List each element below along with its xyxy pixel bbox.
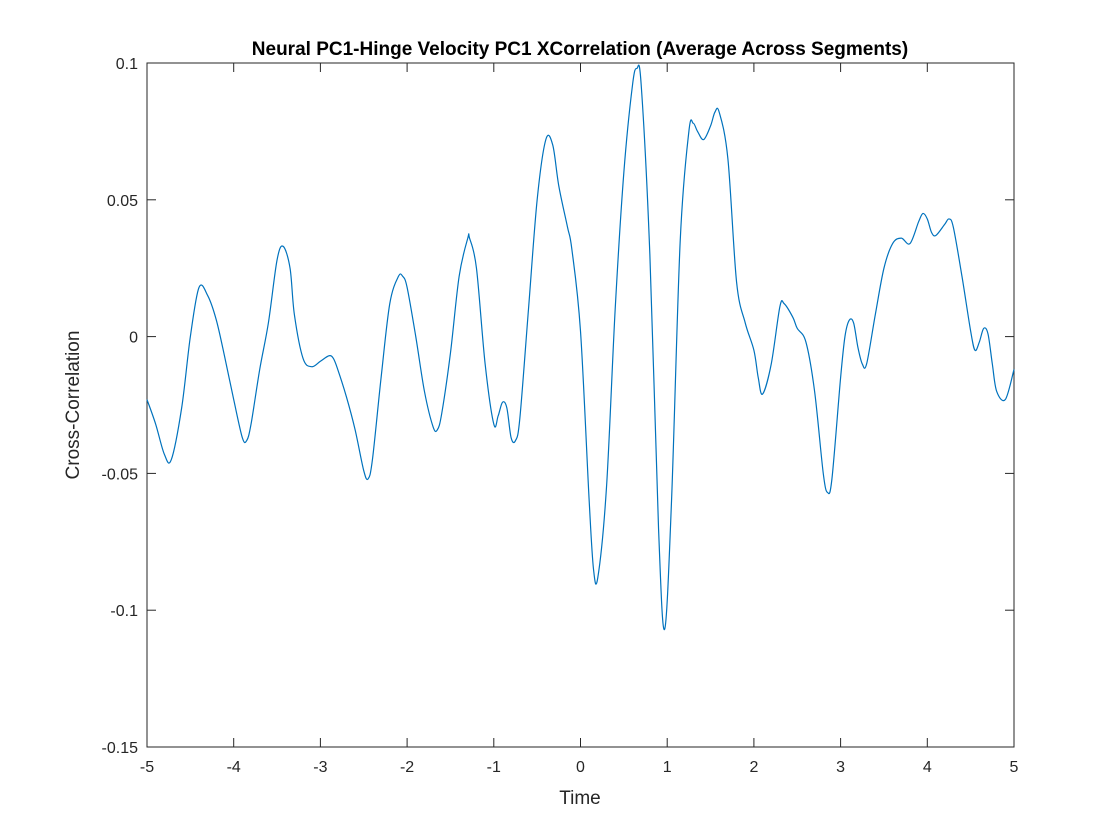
- chart-title: Neural PC1-Hinge Velocity PC1 XCorrelati…: [252, 39, 908, 60]
- y-tick-label: 0.05: [107, 193, 138, 210]
- x-tick-label: -4: [227, 759, 241, 776]
- x-tick-label: 0: [576, 759, 585, 776]
- x-tick-label: 1: [663, 759, 672, 776]
- x-tick-label: 3: [836, 759, 845, 776]
- y-axis-label: Cross-Correlation: [63, 331, 84, 480]
- x-tick-label: 4: [923, 759, 932, 776]
- x-tick-label: -1: [487, 759, 501, 776]
- plot-area: -5 -4 -3 -2 -1 0 1 2 3 4 5 -0.15 -0.1 -0.05 0 0.05 0.1: [102, 56, 1019, 776]
- x-tick-label: -5: [140, 759, 154, 776]
- x-tick-label: -2: [400, 759, 414, 776]
- y-tick-label: 0.1: [116, 56, 138, 73]
- y-tick-label: -0.05: [102, 466, 139, 483]
- x-tick-label: -3: [313, 759, 327, 776]
- x-tick-label: 5: [1010, 759, 1019, 776]
- y-tick-label: -0.15: [102, 740, 139, 757]
- axes-box: [146, 62, 1015, 748]
- x-tick-label: 2: [749, 759, 758, 776]
- y-tick-label: -0.1: [110, 603, 138, 620]
- series-line: [146, 64, 1015, 631]
- x-axis-label: Time: [559, 788, 601, 809]
- y-tick-label: 0: [129, 330, 138, 347]
